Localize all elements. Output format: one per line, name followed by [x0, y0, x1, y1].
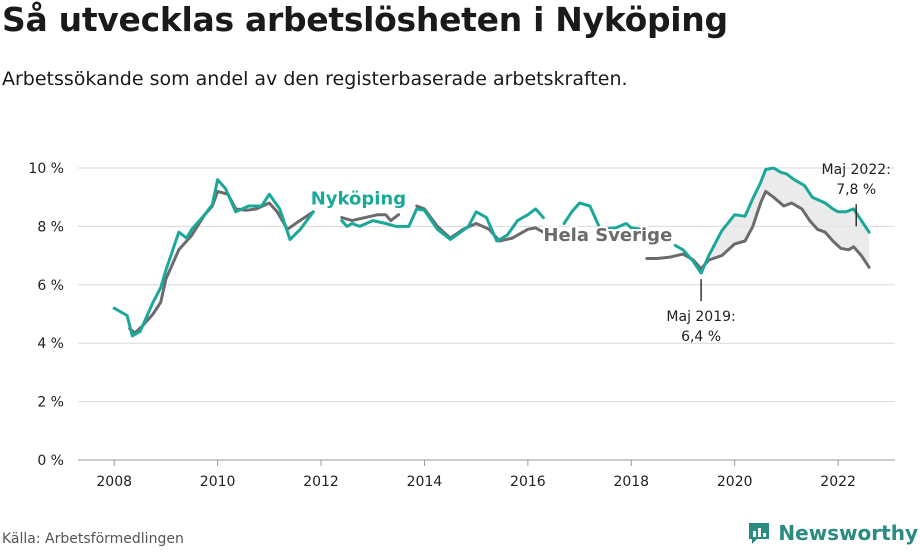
annotation-maj2019-line1: Maj 2019: [666, 309, 735, 325]
y-tick-label: 4 % [37, 336, 64, 352]
chart-title: Så utvecklas arbetslösheten i Nyköping [2, 0, 728, 39]
x-tick-label: 2022 [820, 474, 856, 490]
y-tick-label: 10 % [28, 161, 64, 177]
axes: 0 % 2 % 4 % 6 % 8 % 10 % 2008 2010 2012 2014 2016 2… [28, 161, 856, 490]
x-tick-label: 2016 [510, 474, 546, 490]
series-labels: Nyköping Hela Sverige [309, 187, 675, 249]
x-tick-label: 2014 [407, 474, 443, 490]
y-tick-label: 2 % [37, 395, 64, 411]
chart-bubble-icon [749, 523, 770, 544]
series-line-hela-sverige [415, 204, 545, 243]
annotation-maj2022-line1: Maj 2022: [822, 162, 891, 178]
x-tick-label: 2020 [717, 474, 753, 490]
gridlines [78, 167, 895, 461]
brand-name: Newsworthy [778, 521, 918, 545]
x-tick-label: 2008 [96, 474, 132, 490]
difference-area [711, 168, 870, 268]
x-tick-label: 2010 [200, 474, 236, 490]
series-line-nykoping [340, 207, 545, 243]
brand-logo[interactable]: Newsworthy [746, 520, 918, 546]
y-tick-label: 0 % [37, 453, 64, 469]
y-tick-label: 8 % [37, 219, 64, 235]
y-tick-label: 6 % [37, 278, 64, 294]
chart-subtitle: Arbetssökande som andel av den registerb… [2, 68, 628, 90]
annotation-maj2019-line2: 6,4 % [681, 329, 721, 345]
x-tick-label: 2018 [613, 474, 649, 490]
source-note: Källa: Arbetsförmedlingen [2, 531, 184, 547]
series-line-nykoping [112, 178, 315, 338]
difference-fill [711, 168, 870, 268]
series-line-nykoping [562, 201, 644, 231]
annotation-maj2022-line2: 7,8 % [836, 182, 876, 198]
series-line-nykoping [673, 166, 871, 275]
series-label-nykoping: Nyköping [311, 189, 406, 210]
series-label-hela-sverige: Hela Sverige [543, 225, 672, 246]
series-line-hela-sverige [128, 189, 315, 335]
x-tick-label: 2012 [303, 474, 339, 490]
series-lines [112, 166, 871, 338]
annotations: Maj 2022: 7,8 % Maj 2019: 6,4 % [666, 162, 890, 345]
series-line-hela-sverige [340, 213, 401, 223]
